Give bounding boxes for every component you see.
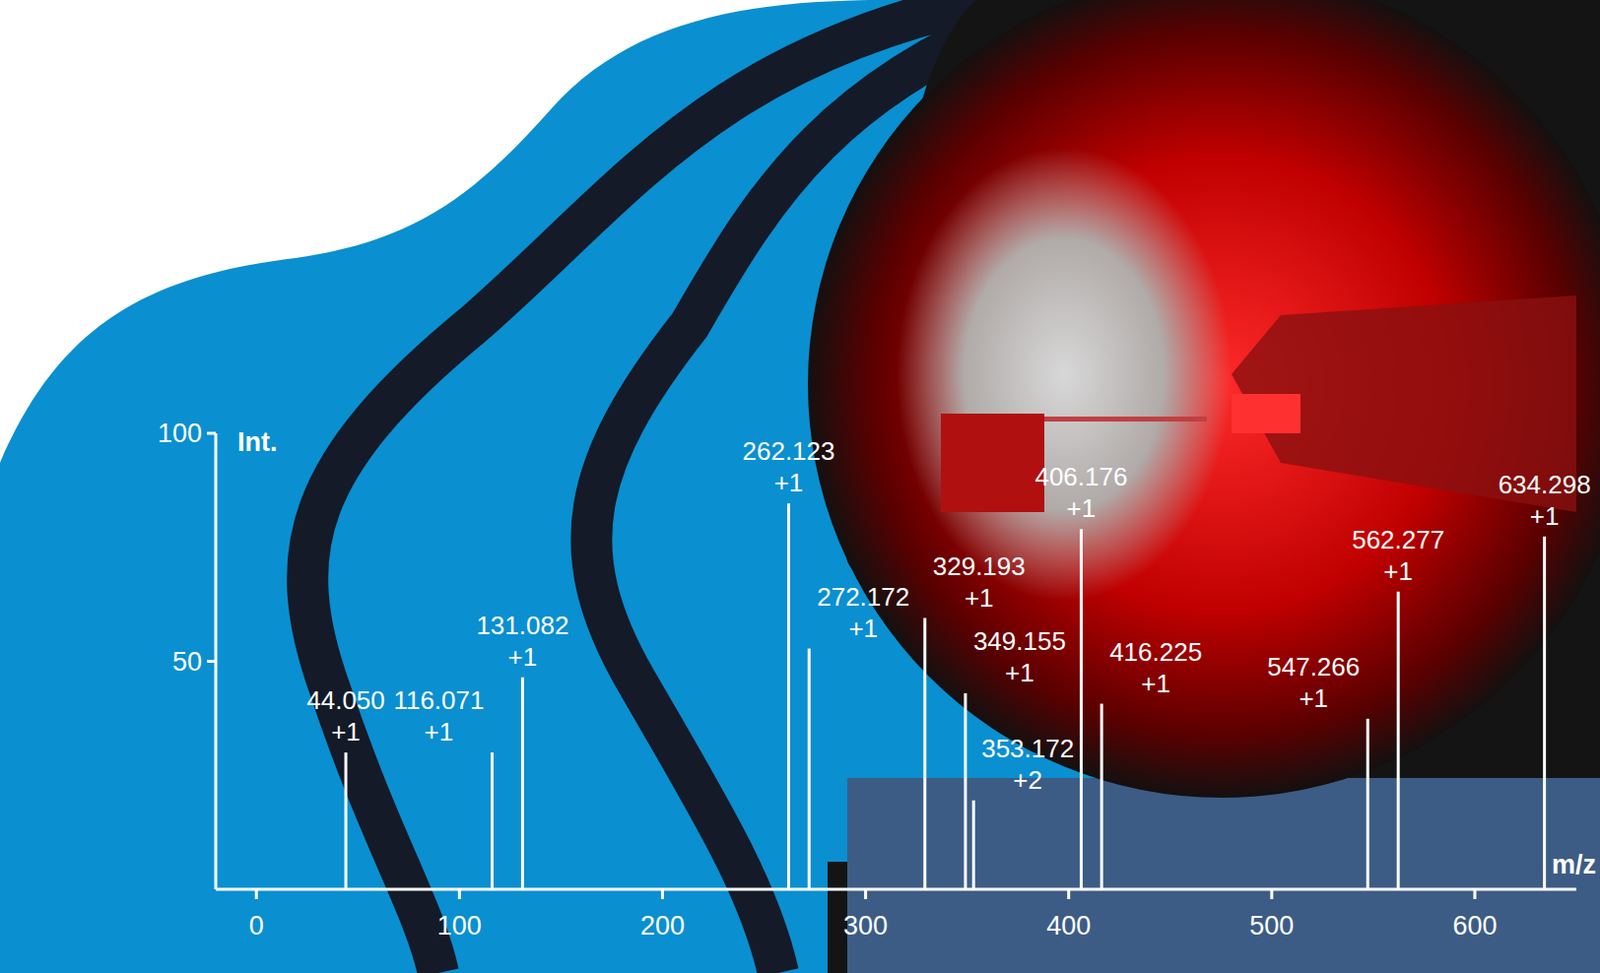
peak <box>344 752 348 890</box>
peak <box>1542 536 1546 890</box>
peak-charge-label: +1 <box>1140 668 1171 699</box>
peak <box>1397 592 1400 890</box>
x-tick <box>255 889 259 900</box>
peak-charge-label: +1 <box>331 717 361 747</box>
photo-blur <box>896 147 1232 601</box>
peak <box>807 649 811 890</box>
peak-charge-label: +1 <box>1530 501 1560 532</box>
peak-charge-label: +1 <box>964 583 995 613</box>
photo-floor <box>847 778 1600 973</box>
y-tick <box>206 660 216 664</box>
peak <box>1366 719 1370 890</box>
x-tick-label: 0 <box>249 911 265 941</box>
peak-charge-label: +1 <box>1298 683 1329 714</box>
peak-mz-label: 634.298 <box>1498 469 1592 500</box>
x-tick <box>1269 889 1273 900</box>
x-tick <box>661 889 665 900</box>
peak-mz-label: 262.123 <box>742 436 836 467</box>
x-tick-label: 200 <box>640 911 685 941</box>
peak-mz-label: 349.155 <box>973 626 1067 657</box>
peak-mz-label: 329.193 <box>933 551 1026 582</box>
y-tick-label: 50 <box>172 647 202 677</box>
peak-charge-label: +1 <box>508 642 538 672</box>
peak-charge-label: +1 <box>848 613 878 644</box>
x-tick <box>864 889 867 900</box>
marks <box>345 503 1545 890</box>
x-axis-label: m/z <box>1551 850 1597 880</box>
peak-mz-label: 416.225 <box>1109 637 1202 667</box>
peak-mz-label: 131.082 <box>475 610 569 641</box>
peak-mz-label: 353.172 <box>981 733 1074 764</box>
peak <box>923 618 927 890</box>
peak-mz-label: 272.172 <box>816 582 910 612</box>
x-tick-label: 400 <box>1046 911 1091 941</box>
y-axis-label: Int. <box>237 427 278 458</box>
photo-holder <box>940 413 1045 513</box>
peak-charge-label: +1 <box>1383 556 1413 587</box>
peak-mz-label: 116.071 <box>393 685 484 716</box>
y-tick <box>206 432 216 436</box>
peak <box>1100 704 1104 890</box>
peak <box>963 693 967 890</box>
x-tick <box>1066 889 1070 900</box>
x-tick-label: 100 <box>437 911 482 941</box>
peak <box>521 677 525 890</box>
peak-mz-label: 562.277 <box>1351 525 1445 555</box>
x-tick-label: 500 <box>1249 911 1294 941</box>
peak <box>490 752 494 890</box>
x-tick-label: 300 <box>843 911 888 941</box>
peak-charge-label: +1 <box>774 467 804 498</box>
peak-mz-label: 547.266 <box>1266 652 1360 682</box>
photo-needle <box>1044 416 1207 422</box>
peak <box>787 503 791 890</box>
x-tick-label: 600 <box>1452 911 1497 941</box>
x-axis <box>215 888 1577 892</box>
peak-charge-label: +2 <box>1012 765 1043 796</box>
photo-inlet <box>1231 394 1301 434</box>
peak-charge-label: +1 <box>1004 658 1035 688</box>
peak-charge-label: +1 <box>1066 493 1097 524</box>
x-tick <box>458 889 462 900</box>
y-tick-label: 100 <box>157 418 202 449</box>
peak-mz-label: 44.050 <box>306 685 386 716</box>
photo-glow <box>807 0 1600 799</box>
peak <box>1079 529 1083 890</box>
peak-charge-label: +1 <box>424 717 455 747</box>
peak-mz-label: 406.176 <box>1034 462 1128 492</box>
x-tick <box>1472 889 1476 900</box>
peak <box>972 800 976 890</box>
